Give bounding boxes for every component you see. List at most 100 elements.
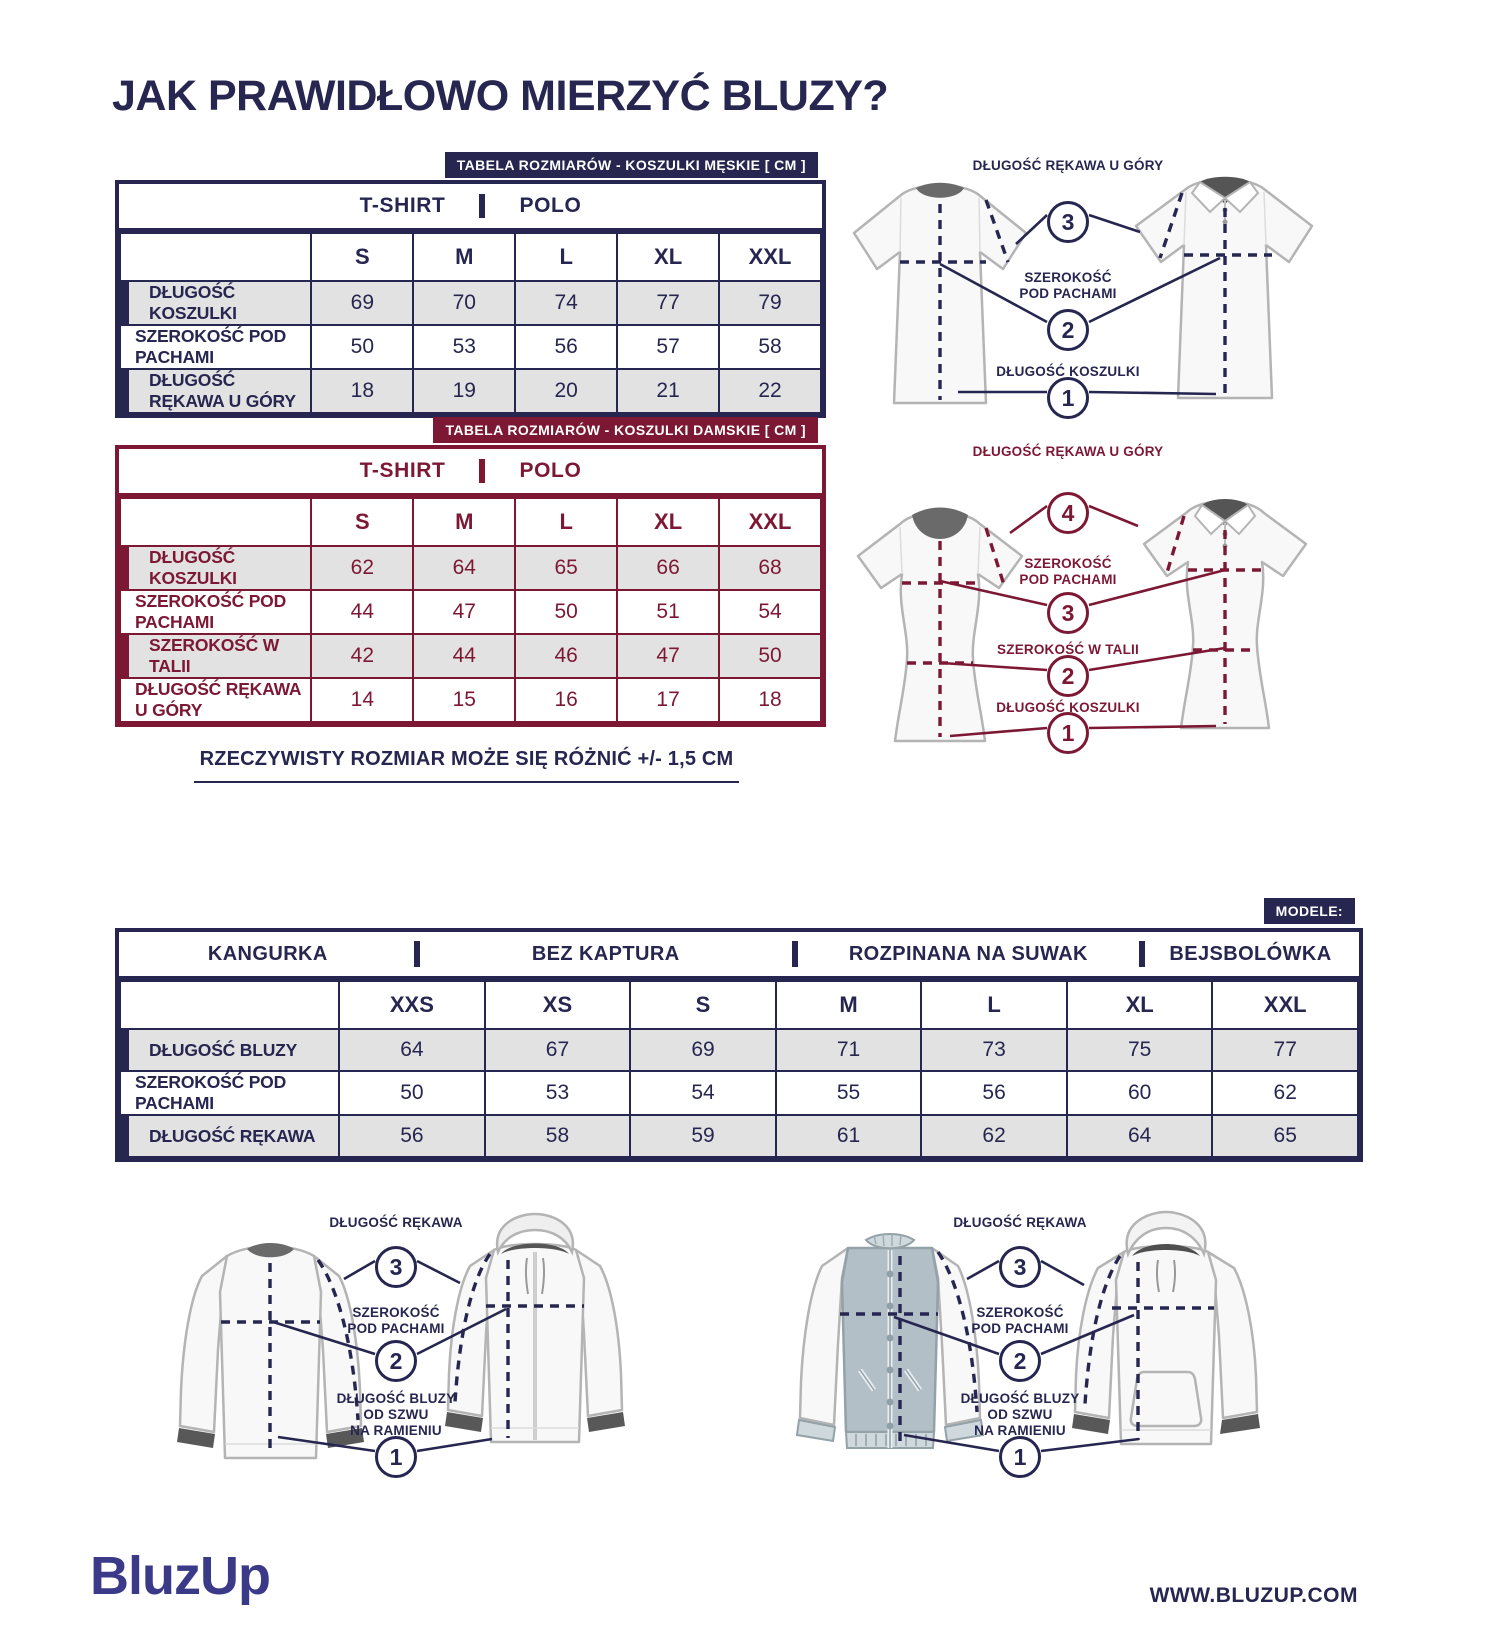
size-col-xxl: XXL bbox=[1211, 980, 1359, 1030]
models-measurements-grid: XXS XS S M L XL XXL DŁUGOŚĆ BLUZY 64 67 69 71 73 75 77… bbox=[117, 980, 1359, 1159]
size-value: 56 bbox=[338, 1114, 486, 1158]
model-category: KANGURKA bbox=[207, 942, 328, 965]
row-label: DŁUGOŚĆ BLUZY bbox=[117, 1028, 341, 1073]
collar-shape bbox=[1200, 176, 1250, 204]
size-header-row: S M L XL XXL bbox=[118, 232, 822, 282]
measure-label-chest-width: SZEROKOŚĆ POD PACHAMI bbox=[1019, 270, 1117, 302]
size-value: 15 bbox=[412, 677, 517, 723]
size-col-xxl: XXL bbox=[718, 497, 822, 547]
size-value: 64 bbox=[1065, 1114, 1214, 1158]
size-col-m: M bbox=[774, 980, 923, 1030]
size-value: 46 bbox=[514, 633, 619, 679]
size-value: 64 bbox=[412, 545, 517, 591]
page-title: JAK PRAWIDŁOWO MIERZYĆ BLUZY? bbox=[112, 72, 889, 120]
size-col-xxs: XXS bbox=[338, 980, 486, 1030]
measurement-row: DŁUGOŚĆ RĘKAWA U GÓRY 18 19 20 21 22 bbox=[117, 368, 822, 415]
measure-point-3: 3 bbox=[1047, 592, 1089, 634]
size-value: 18 bbox=[310, 368, 415, 414]
corner-cell bbox=[118, 232, 313, 282]
size-value: 66 bbox=[616, 545, 721, 591]
size-col-m: M bbox=[412, 497, 517, 547]
womens-measurements-grid: S M L XL XXL DŁUGOŚĆ KOSZULKI 62 64 65 66 68 SZEROK… bbox=[117, 497, 822, 723]
size-value: 73 bbox=[920, 1028, 1068, 1072]
model-category: BEZ KAPTURA bbox=[413, 932, 795, 976]
row-label: DŁUGOŚĆ KOSZULKI bbox=[117, 545, 313, 592]
mens-size-table: T-SHIRT POLO S M L XL XXL DŁUGOŚĆ KOSZULKI 69 7… bbox=[115, 180, 826, 418]
size-value: 70 bbox=[412, 280, 517, 326]
corner-cell bbox=[118, 497, 313, 547]
measure-point-3: 3 bbox=[375, 1246, 417, 1288]
size-value: 74 bbox=[514, 280, 619, 326]
connector-lines bbox=[893, 1259, 1140, 1453]
size-col-s: S bbox=[310, 232, 415, 282]
row-label: DŁUGOŚĆ RĘKAWA bbox=[117, 1114, 341, 1159]
size-col-xl: XL bbox=[616, 497, 721, 547]
size-value: 44 bbox=[310, 589, 415, 635]
rib-collar bbox=[864, 1233, 916, 1250]
womens-table-badge: TABELA ROZMIARÓW - KOSZULKI DAMSKIE [ CM… bbox=[433, 417, 818, 443]
womens-size-table: T-SHIRT POLO S M L XL XXL DŁUGOŚĆ KOSZULKI 62 6… bbox=[115, 445, 826, 727]
size-header-row: S M L XL XXL bbox=[118, 497, 822, 547]
size-value: 50 bbox=[718, 633, 822, 679]
size-value: 71 bbox=[774, 1028, 923, 1072]
measure-label-chest-width: SZEROKOŚĆ POD PACHAMI bbox=[347, 1305, 445, 1337]
measurement-row: DŁUGOŚĆ RĘKAWA 56 58 59 61 62 64 65 bbox=[117, 1114, 1359, 1159]
size-value: 18 bbox=[718, 677, 822, 723]
size-value: 61 bbox=[774, 1114, 923, 1158]
measurement-row: SZEROKOŚĆ W TALII 42 44 46 47 50 bbox=[117, 633, 822, 680]
corner-cell bbox=[118, 980, 341, 1030]
size-value: 16 bbox=[514, 677, 619, 723]
size-value: 67 bbox=[483, 1028, 632, 1072]
models-badge: MODELE: bbox=[1263, 898, 1355, 924]
measure-label-hoodie-length: DŁUGOŚĆ BLUZY OD SZWU NA RAMIENIU bbox=[960, 1391, 1080, 1439]
scoop-neck bbox=[912, 507, 968, 539]
size-value: 50 bbox=[514, 589, 619, 635]
hood bbox=[1125, 1210, 1207, 1258]
measurement-row: DŁUGOŚĆ KOSZULKI 69 70 74 77 79 bbox=[117, 280, 822, 327]
size-value: 56 bbox=[920, 1070, 1068, 1116]
size-col-xs: XS bbox=[483, 980, 632, 1030]
measure-point-1: 1 bbox=[375, 1436, 417, 1478]
size-value: 17 bbox=[616, 677, 721, 723]
size-value: 65 bbox=[1211, 1114, 1359, 1158]
measure-point-1: 1 bbox=[1047, 712, 1089, 754]
collar-shape bbox=[1202, 499, 1248, 526]
row-label: DŁUGOŚĆ RĘKAWA U GÓRY bbox=[117, 368, 313, 415]
hood-lining bbox=[1132, 1244, 1200, 1256]
connector-lines bbox=[939, 504, 1226, 738]
size-col-m: M bbox=[412, 232, 517, 282]
size-col-s: S bbox=[629, 980, 777, 1030]
size-value: 47 bbox=[616, 633, 721, 679]
measure-label-sleeve-length: DŁUGOŚĆ RĘKAWA bbox=[953, 1215, 1087, 1230]
mens-measurements-grid: S M L XL XXL DŁUGOŚĆ KOSZULKI 69 70 74 77 79 SZEROK… bbox=[117, 232, 822, 415]
size-value: 19 bbox=[412, 368, 517, 414]
size-value: 62 bbox=[920, 1114, 1068, 1158]
size-value: 77 bbox=[616, 280, 721, 326]
measure-label-chest-width: SZEROKOŚĆ POD PACHAMI bbox=[971, 1305, 1069, 1337]
measurement-row: DŁUGOŚĆ KOSZULKI 62 64 65 66 68 bbox=[117, 545, 822, 592]
type-polo-label: POLO bbox=[519, 194, 582, 217]
size-value: 57 bbox=[616, 324, 721, 370]
size-value: 44 bbox=[412, 633, 517, 679]
connector-lines bbox=[939, 213, 1221, 396]
size-value: 69 bbox=[629, 1028, 777, 1072]
cuff bbox=[1220, 1414, 1260, 1434]
size-value: 69 bbox=[310, 280, 415, 326]
size-value: 47 bbox=[412, 589, 517, 635]
mens-tshirt-illustration bbox=[852, 182, 1028, 405]
collar-shape bbox=[916, 182, 964, 198]
website-url: WWW.BLUZUP.COM bbox=[1149, 1584, 1358, 1607]
size-value: 54 bbox=[629, 1070, 777, 1116]
size-col-xxl: XXL bbox=[718, 232, 822, 282]
size-value: 77 bbox=[1211, 1028, 1359, 1072]
measure-point-3: 3 bbox=[1047, 201, 1089, 243]
divider-bar bbox=[479, 194, 486, 218]
womens-tshirt-illustration bbox=[856, 507, 1024, 743]
cuff bbox=[445, 1412, 483, 1432]
tolerance-note: RZECZYWISTY ROZMIAR MOŻE SIĘ RÓŻNIĆ +/- … bbox=[115, 748, 818, 783]
jacket-measurement-diagram: DŁUGOŚĆ RĘKAWA 3 SZEROKOŚĆ POD PACHAMI 2… bbox=[752, 1205, 1322, 1490]
size-value: 55 bbox=[774, 1070, 923, 1116]
measure-point-2: 2 bbox=[1047, 655, 1089, 697]
measurement-row: DŁUGOŚĆ RĘKAWA U GÓRY 14 15 16 17 18 bbox=[118, 677, 822, 723]
pullover-hoodie-illustration bbox=[1072, 1210, 1260, 1446]
